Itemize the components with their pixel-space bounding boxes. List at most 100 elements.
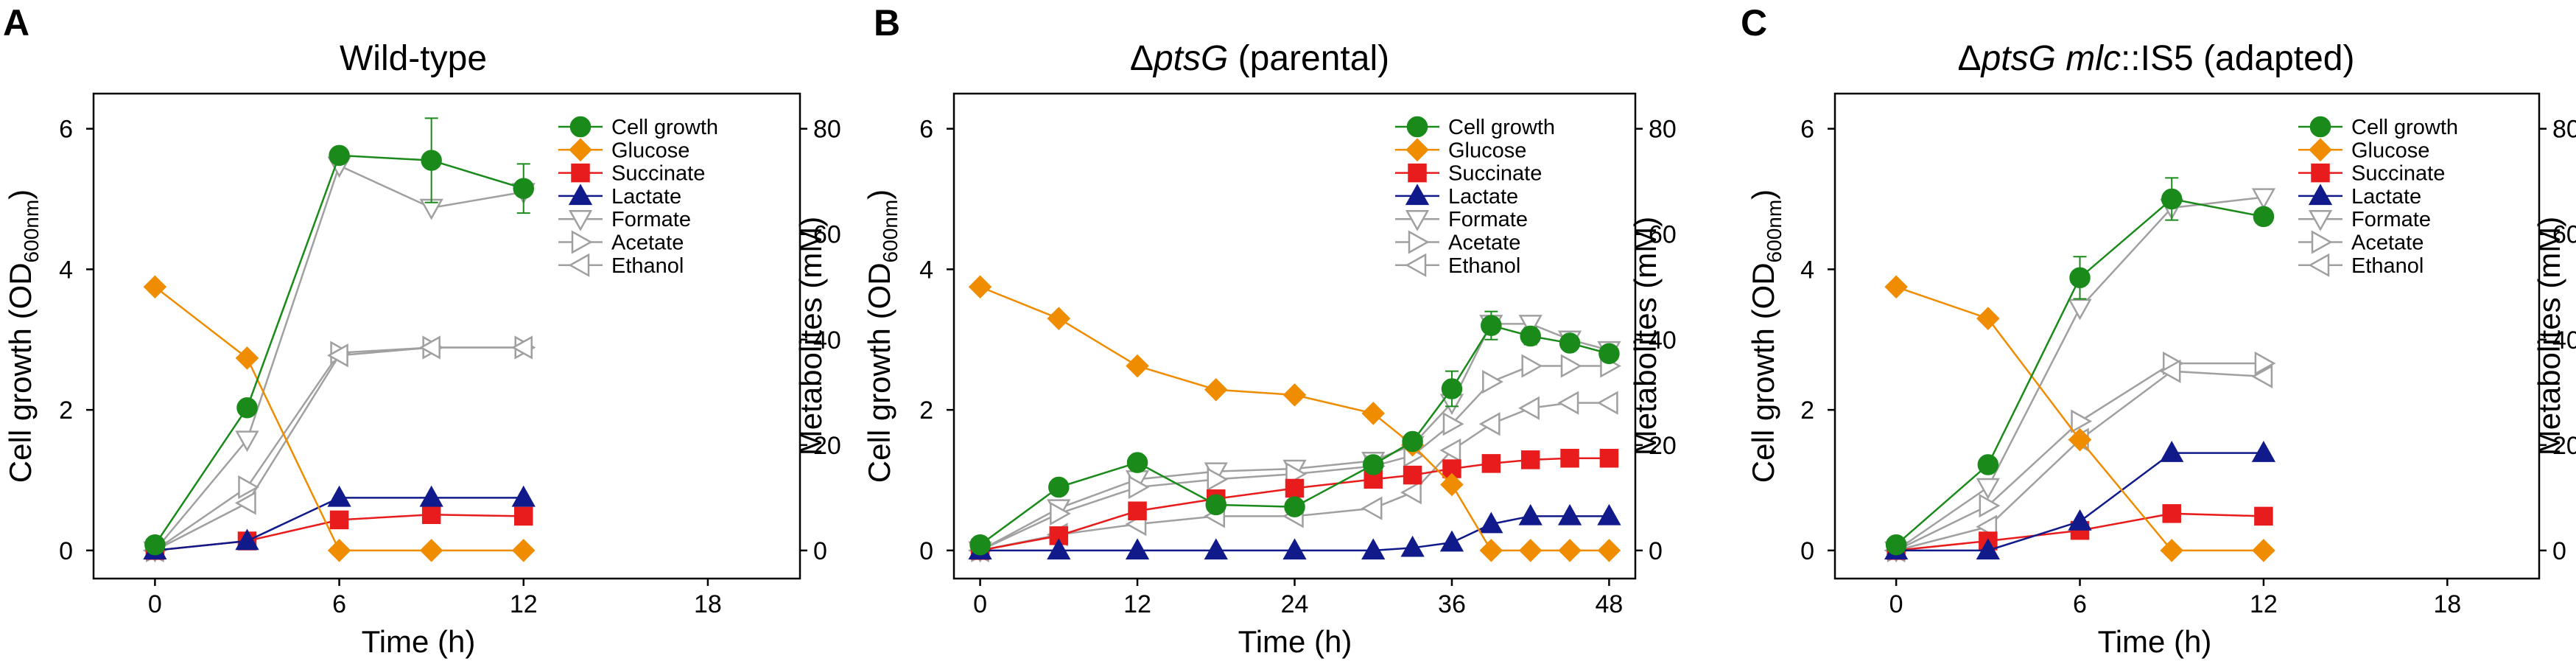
plot-frame [1833,92,2541,580]
data-point-acetate [1207,467,1229,492]
legend-marker-lactate [2308,184,2333,206]
data-point-cell-growth [421,150,442,171]
x-axis-label: Time (h) [1238,624,1352,659]
x-tick-label: 18 [2433,590,2461,618]
data-point-acetate [238,475,260,500]
legend-marker-acetate [571,230,593,254]
data-point-lactate [1400,535,1425,557]
data-point-cell-growth [1362,454,1384,475]
data-point-ethanol [1518,396,1540,420]
legend-label: Glucose [611,139,689,162]
chart-title-part: Δ [1958,39,1982,78]
data-point-cell-growth [1481,315,1502,336]
y-right-tick-label: 60 [813,221,841,249]
data-point-glucose [327,539,351,562]
data-point-cell-growth [1559,332,1581,354]
data-point-succinate [1599,448,1619,468]
y-left-label-main: Cell growth (OD [1746,262,1780,483]
y-left-tick-label: 6 [919,116,933,144]
y-right-axis-label: Metabolites (mM) [2532,217,2566,455]
y-right-tick-label: 80 [1649,116,1677,144]
legend: Cell growthGlucoseSuccinateLactateFormat… [1395,116,1555,278]
data-point-glucose [1440,472,1464,497]
legend-label: Ethanol [611,254,684,278]
y-right-tick-label: 40 [1649,326,1677,355]
data-point-glucose [1204,377,1228,402]
series-lactate [1884,441,2276,560]
legend-label: Cell growth [1448,116,1555,139]
data-point-formate [1976,478,2000,500]
legend-label: Ethanol [1448,254,1520,278]
data-point-succinate [329,510,349,530]
series-glucose [143,275,536,562]
data-point-succinate [1403,465,1422,485]
legend-label: Cell growth [611,116,718,139]
data-point-lactate [1361,538,1386,560]
legend-label: Formate [2351,208,2431,231]
y-right-tick-label: 40 [2552,326,2576,355]
y-right-tick-label: 80 [813,116,841,144]
data-point-lactate [2068,509,2092,531]
data-point-lactate [2251,441,2276,462]
data-point-succinate [1285,478,1305,498]
chart-title-part: mlc [2066,39,2121,78]
data-point-cell-growth [2161,188,2183,210]
x-tick-label: 0 [973,590,987,618]
legend-label: Succinate [611,162,705,186]
data-point-glucose [143,275,167,299]
chart-title-part: ::IS5 (adapted) [2121,39,2355,78]
legend-label: Cell growth [2351,116,2458,139]
legend-label: Glucose [2351,139,2429,162]
data-point-lactate [419,485,443,507]
y-left-label-end: ) [1746,189,1780,200]
data-point-glucose [1518,539,1543,562]
y-left-tick-label: 2 [1800,397,1814,425]
y-left-tick-label: 6 [59,116,73,144]
data-point-ethanol [234,491,256,515]
legend-marker-succinate [2311,163,2330,183]
data-point-succinate [2254,506,2273,526]
chart-title: Wild-type [340,39,487,78]
y-right-tick-label: 20 [813,432,841,460]
data-point-glucose [1361,402,1385,425]
data-point-succinate [1128,501,1147,520]
data-point-glucose [1597,539,1621,562]
data-point-cell-growth [1284,496,1305,517]
y-left-label-end: ) [3,189,38,200]
legend-marker-cell-growth [569,116,592,138]
legend-marker-cell-growth [2309,116,2331,138]
data-point-ethanol [1557,391,1579,415]
data-point-lactate [1047,538,1071,560]
data-point-cell-growth [329,144,350,167]
legend-marker-ethanol [568,253,590,277]
y-right-axis-label: Metabolites (mM) [1628,217,1663,455]
x-tick-label: 18 [694,590,722,618]
y-left-tick-label: 2 [919,397,933,425]
x-tick-label: 36 [1438,590,1466,618]
y-left-axis-label: Cell growth (OD600nm) [1746,189,1786,483]
y-right-tick-label: 20 [2552,432,2576,460]
legend-label: Glucose [1448,139,1526,162]
data-point-formate [2251,188,2276,210]
data-point-cell-growth [1048,476,1070,498]
data-point-succinate [2162,504,2181,523]
chart-title-part: (parental) [1228,39,1389,78]
x-tick-label: 0 [1889,590,1903,618]
data-point-lactate [1204,538,1228,560]
y-left-label-sub: 600nm [20,200,43,263]
legend-marker-glucose [1405,138,1429,162]
chart-title-part: ptsG [1980,39,2056,78]
x-axis-label: Time (h) [2098,624,2212,659]
data-point-lactate [1518,503,1543,525]
series-cell-growth [144,117,534,556]
y-left-tick-label: 0 [1800,537,1814,565]
legend-label: Lactate [1448,185,1518,209]
y-right-tick-label: 20 [1649,432,1677,460]
data-point-lactate [1976,538,2000,560]
legend-marker-cell-growth [1406,116,1428,138]
y-right-tick-label: 0 [1649,537,1663,565]
series-glucose [1884,275,2275,562]
data-point-succinate [1560,448,1579,468]
data-point-glucose [419,539,443,562]
